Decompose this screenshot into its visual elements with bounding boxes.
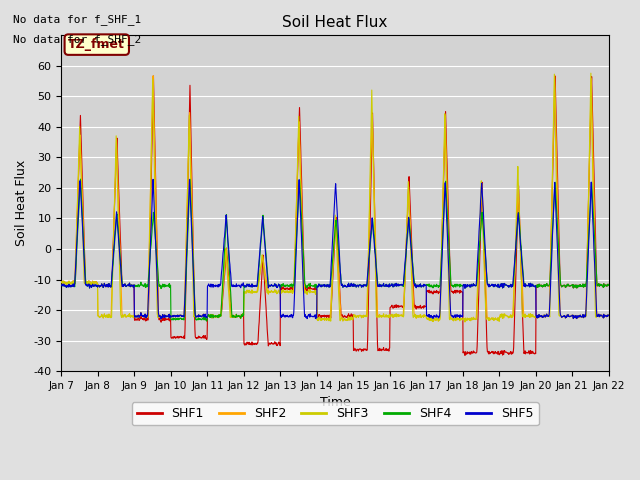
X-axis label: Time: Time [320,396,351,409]
Legend: SHF1, SHF2, SHF3, SHF4, SHF5: SHF1, SHF2, SHF3, SHF4, SHF5 [132,402,539,425]
Text: No data for f_SHF_1: No data for f_SHF_1 [13,14,141,25]
Y-axis label: Soil Heat Flux: Soil Heat Flux [15,160,28,246]
Text: No data for f_SHF_2: No data for f_SHF_2 [13,34,141,45]
Text: TZ_fmet: TZ_fmet [68,38,125,51]
Title: Soil Heat Flux: Soil Heat Flux [282,15,388,30]
